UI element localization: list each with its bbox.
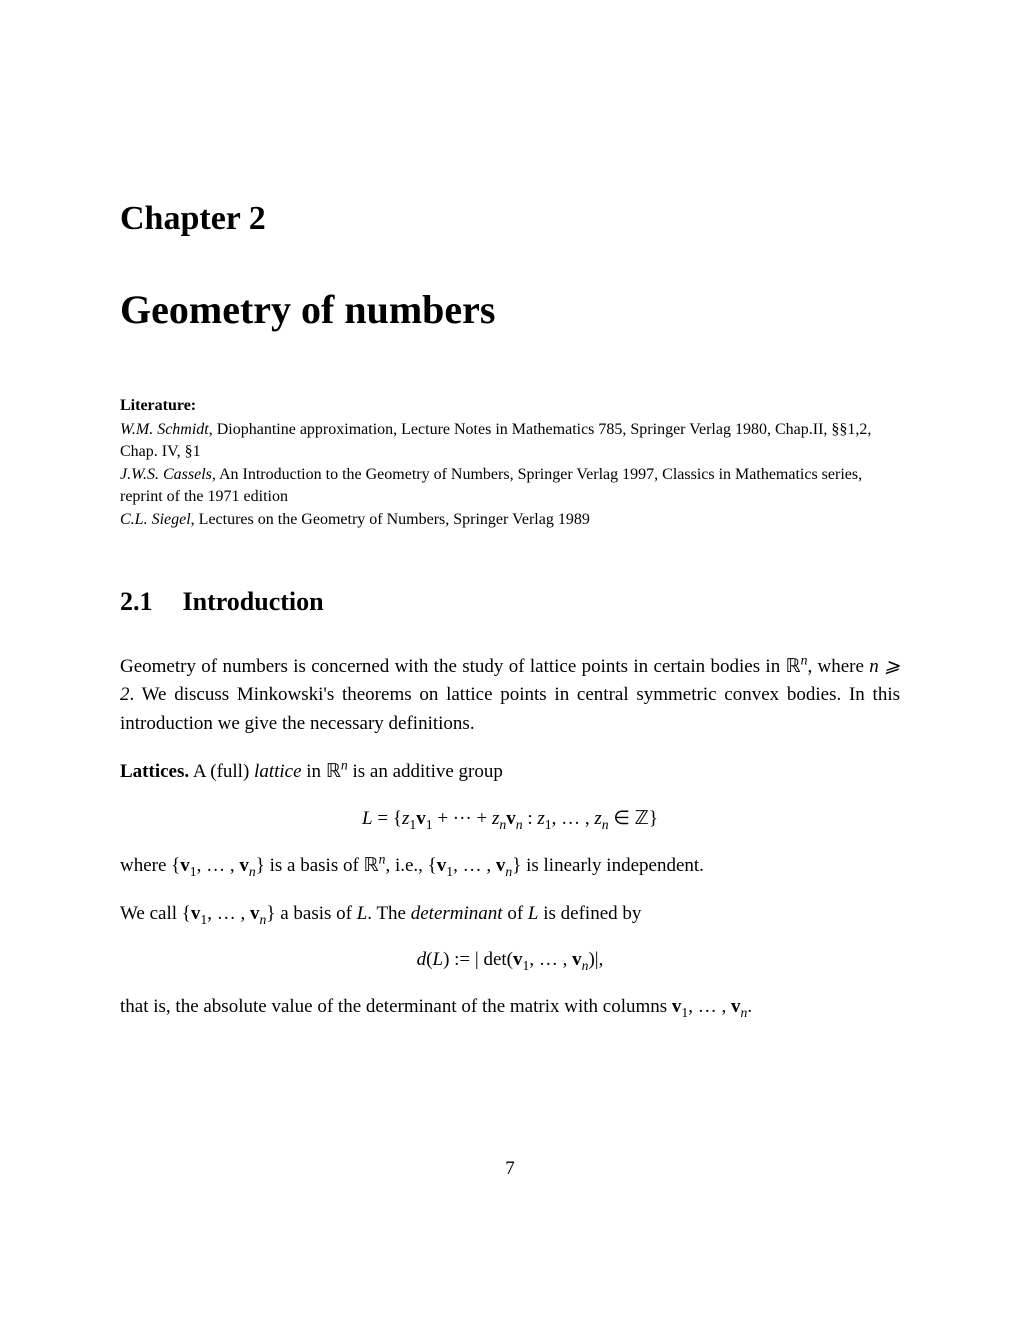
term: determinant <box>411 903 503 924</box>
math-vector: v <box>416 808 426 829</box>
math: L <box>528 903 539 924</box>
subheading: Lattices. <box>120 761 189 782</box>
chapter-title: Geometry of numbers <box>120 286 900 333</box>
math-symbol: ℝ <box>364 855 379 876</box>
text: , … , <box>688 996 731 1017</box>
literature-author: J.W.S. Cassels <box>120 466 212 483</box>
final-paragraph: that is, the absolute value of the deter… <box>120 993 900 1022</box>
math-subscript: 1 <box>545 817 552 832</box>
math: } <box>649 808 658 829</box>
section-heading: 2.1 Introduction <box>120 587 900 617</box>
text: , where <box>807 656 869 677</box>
text: . The <box>367 903 410 924</box>
text: . <box>747 996 752 1017</box>
math: L <box>433 949 444 970</box>
math: + ··· + <box>433 808 492 829</box>
text: of <box>503 903 528 924</box>
math-subscript: n <box>516 817 523 832</box>
math: L <box>362 808 373 829</box>
text: } is a basis of <box>256 855 364 876</box>
math-vector: v <box>191 903 201 924</box>
math: , … , <box>529 949 572 970</box>
text: Geometry of numbers is concerned with th… <box>120 656 786 677</box>
section-title: Introduction <box>183 587 324 616</box>
page-number: 7 <box>0 1158 1020 1180</box>
literature-text: , Diophantine approximation, Lecture Not… <box>120 421 871 460</box>
math-vector: v <box>572 949 582 970</box>
literature-text: , An Introduction to the Geometry of Num… <box>120 466 862 505</box>
math-symbol: ℤ <box>635 808 649 829</box>
math: d <box>417 949 427 970</box>
text: is an additive group <box>348 761 503 782</box>
math: ) := | det( <box>443 949 513 970</box>
math: z <box>594 808 601 829</box>
text: } is linearly independent. <box>512 855 704 876</box>
literature-text: , Lectures on the Geometry of Numbers, S… <box>191 511 590 528</box>
lattices-paragraph: Lattices. A (full) lattice in ℝn is an a… <box>120 758 900 787</box>
text: in <box>302 761 326 782</box>
math-symbol: ℝ <box>786 656 801 677</box>
math-subscript: n <box>249 864 256 879</box>
literature-entry: J.W.S. Cassels, An Introduction to the G… <box>120 464 900 507</box>
math-vector: v <box>513 949 523 970</box>
text: that is, the absolute value of the deter… <box>120 996 672 1017</box>
text: , … , <box>207 903 250 924</box>
math: L <box>357 903 368 924</box>
text: } a basis of <box>266 903 356 924</box>
chapter-label: Chapter 2 <box>120 200 900 238</box>
math-vector: v <box>731 996 741 1017</box>
text: is defined by <box>538 903 641 924</box>
equation-lattice-def: L = {z1v1 + ··· + znvn : z1, … , zn ∈ ℤ} <box>120 807 900 830</box>
literature-entry: C.L. Siegel, Lectures on the Geometry of… <box>120 509 900 531</box>
text: A (full) <box>189 761 254 782</box>
literature-author: C.L. Siegel <box>120 511 191 528</box>
math: ∈ <box>609 808 635 829</box>
math-vector: v <box>180 855 190 876</box>
math-superscript: n <box>341 758 348 773</box>
literature-author: W.M. Schmidt <box>120 421 209 438</box>
text: , … , <box>453 855 496 876</box>
math: = { <box>373 808 402 829</box>
math-subscript: 1 <box>426 817 433 832</box>
math: , … , <box>552 808 595 829</box>
section-number: 2.1 <box>120 587 153 617</box>
intro-paragraph: Geometry of numbers is concerned with th… <box>120 653 900 739</box>
text: . We discuss Minkowski's theorems on lat… <box>120 684 900 734</box>
math-vector: v <box>506 808 516 829</box>
math: : <box>523 808 538 829</box>
text: , i.e., { <box>385 855 436 876</box>
text: where { <box>120 855 180 876</box>
equation-determinant: d(L) := | det(v1, … , vn)|, <box>120 949 900 971</box>
math-symbol: ℝ <box>326 761 341 782</box>
term: lattice <box>254 761 301 782</box>
math: )|, <box>588 949 603 970</box>
math-vector: v <box>672 996 682 1017</box>
basis-paragraph: where {v1, … , vn} is a basis of ℝn, i.e… <box>120 852 900 881</box>
text: , … , <box>197 855 240 876</box>
literature-heading: Literature: <box>120 397 900 415</box>
literature-entry: W.M. Schmidt, Diophantine approximation,… <box>120 419 900 462</box>
math-vector: v <box>437 855 447 876</box>
determinant-paragraph: We call {v1, … , vn} a basis of L. The d… <box>120 900 900 929</box>
math: z <box>537 808 544 829</box>
math-subscript: 1 <box>190 864 197 879</box>
text: We call { <box>120 903 191 924</box>
math-subscript: n <box>602 817 609 832</box>
math-vector: v <box>239 855 249 876</box>
math-vector: v <box>496 855 506 876</box>
